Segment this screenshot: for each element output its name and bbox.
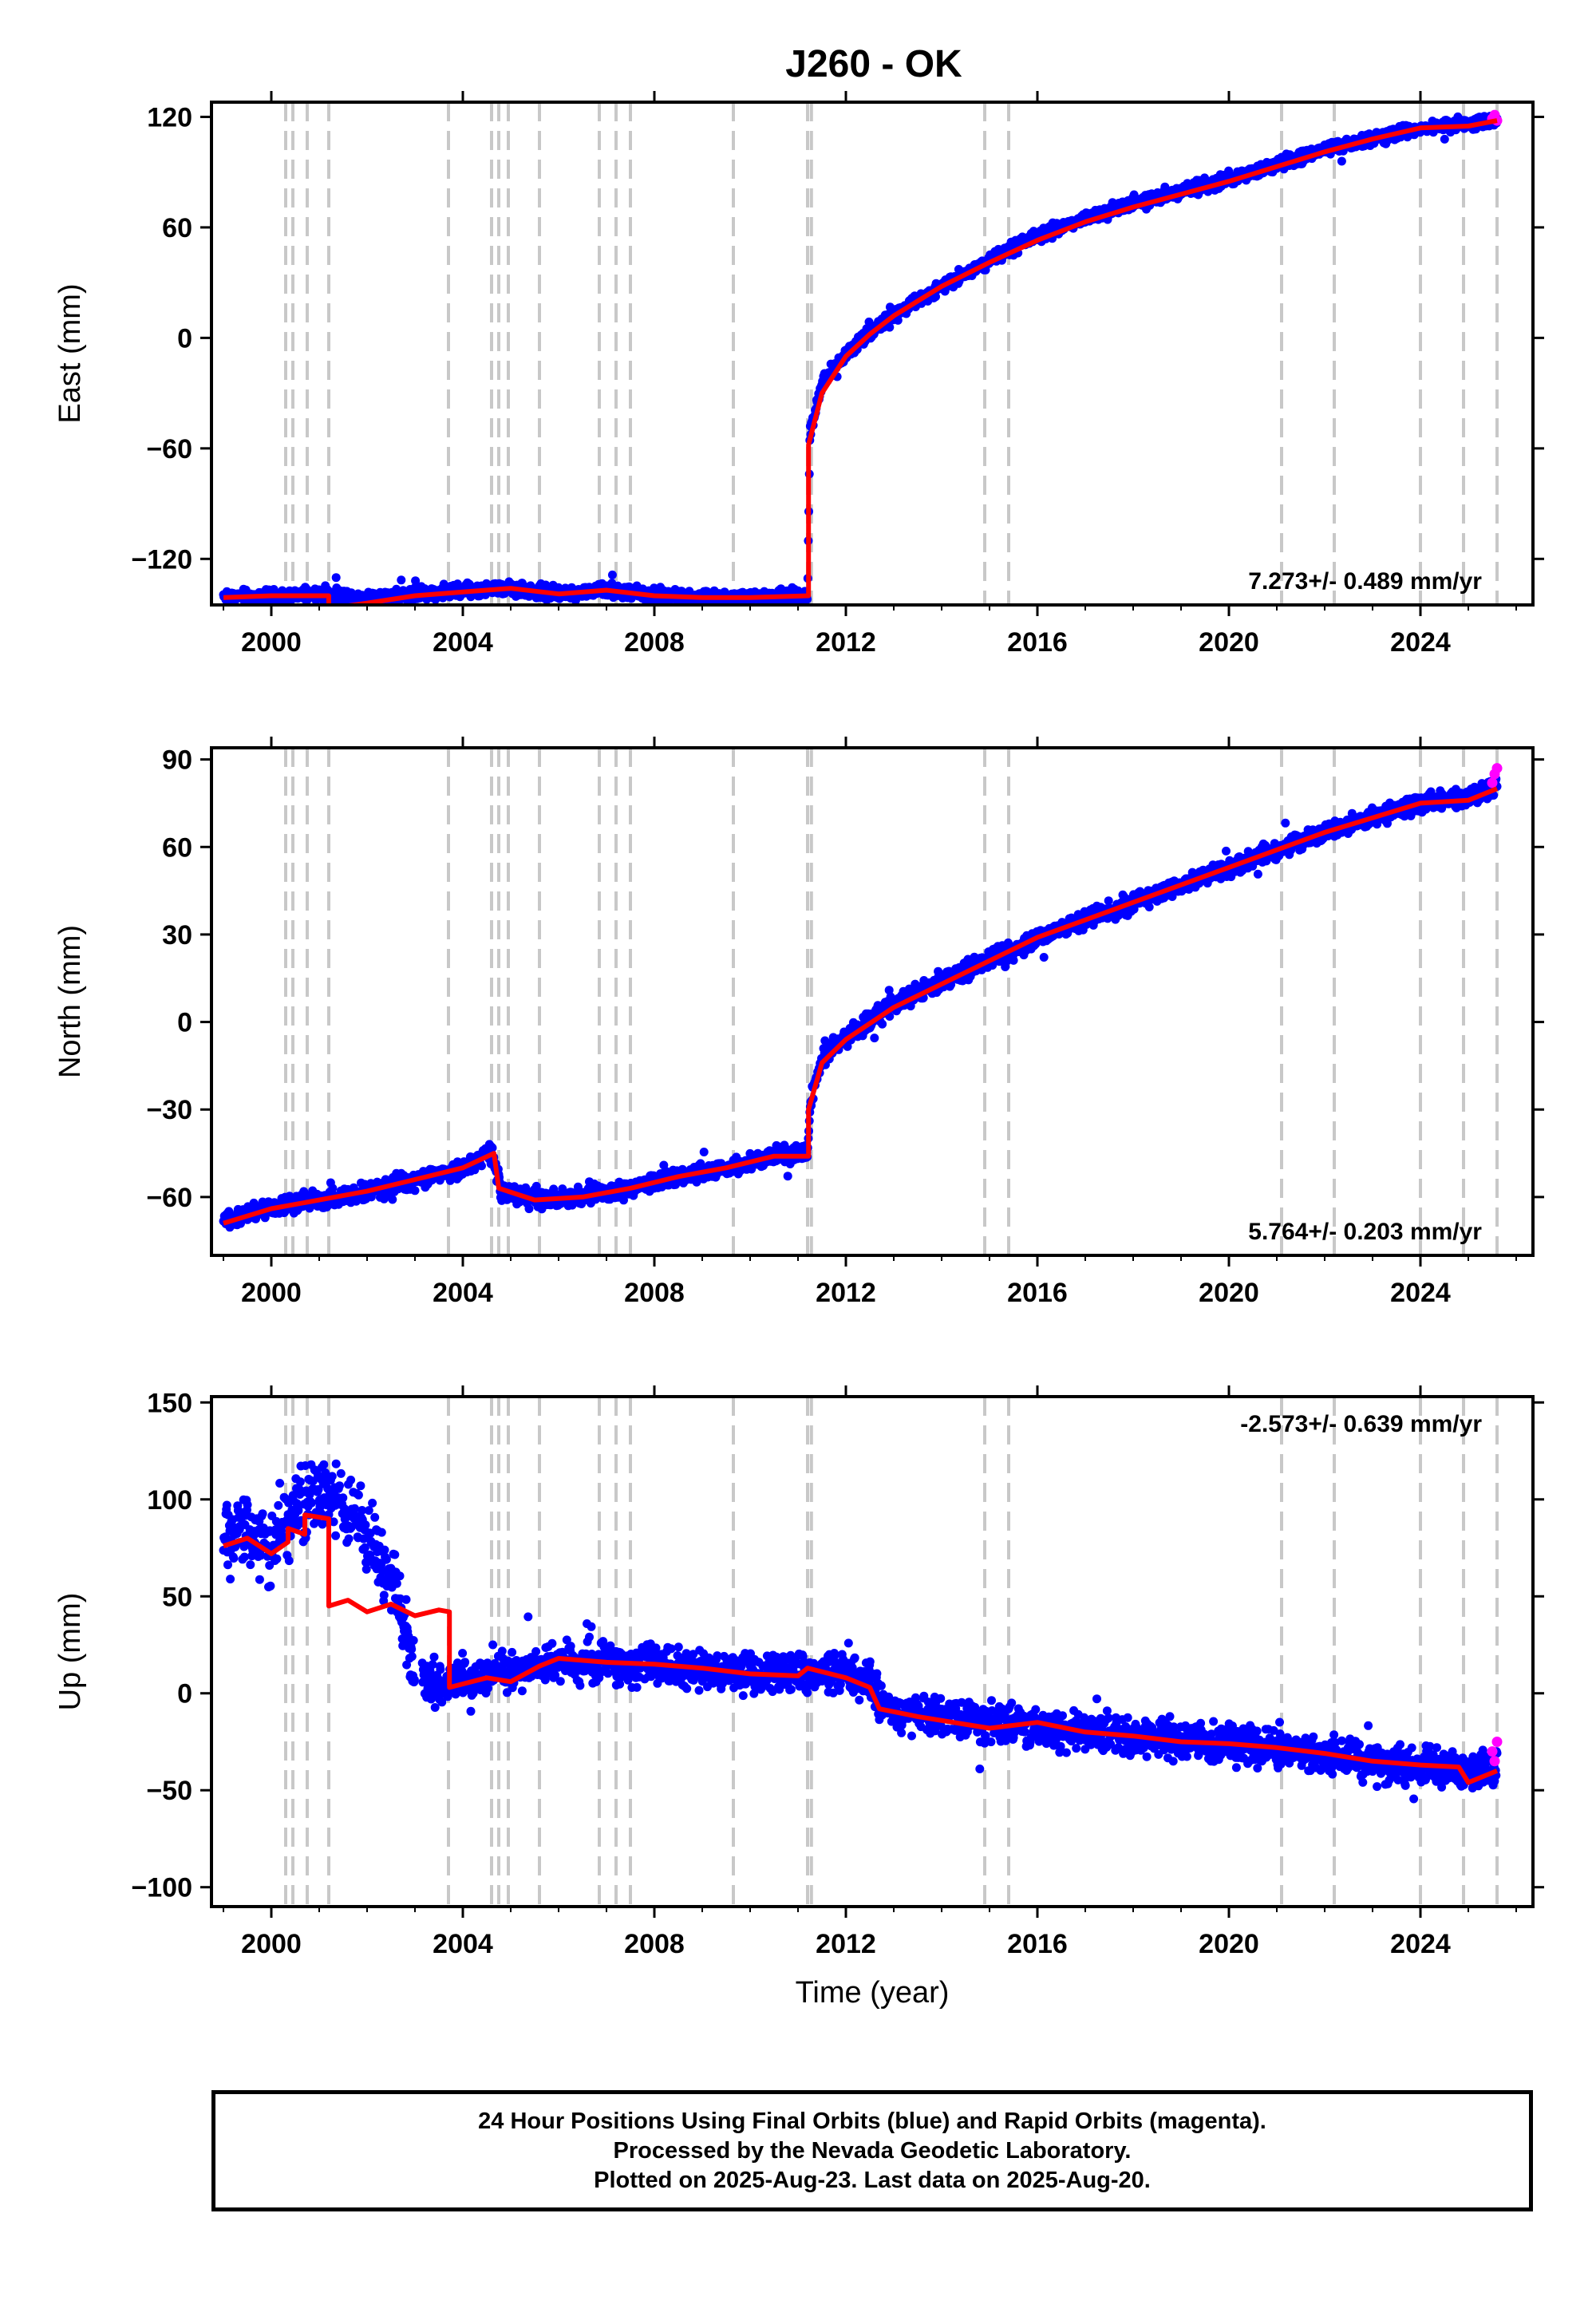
final-orbit-point	[931, 292, 940, 302]
x-tick-label: 2004	[433, 627, 493, 658]
final-orbit-point	[870, 1034, 879, 1043]
panels: −120 −60 0 60 120 2000 2004 2008 2012 2016 2020 202…	[53, 91, 1544, 2010]
x-tick-label: 2012	[816, 627, 876, 658]
final-orbit-point	[477, 1161, 486, 1171]
final-orbit-point	[379, 607, 388, 615]
y-axis-label: East (mm)	[53, 283, 87, 423]
final-orbit-point	[524, 1204, 534, 1214]
final-orbit-point	[885, 322, 895, 332]
plot-area	[219, 763, 1503, 1232]
rate-label: 7.273+/- 0.489 mm/yr	[1248, 568, 1482, 595]
final-orbit-point	[640, 607, 649, 615]
final-orbit-point	[331, 573, 341, 583]
final-orbit-point	[328, 1184, 338, 1193]
final-orbit-point	[619, 1196, 628, 1205]
final-orbit-point	[261, 607, 270, 616]
final-orbit-point	[397, 575, 406, 585]
final-orbit-point	[1253, 869, 1262, 879]
figure-title: J260 - OK	[785, 43, 962, 85]
final-orbit-point	[531, 1181, 541, 1191]
final-orbit-point	[884, 986, 894, 995]
final-orbit-point	[411, 576, 421, 586]
final-orbit-point	[388, 1195, 397, 1204]
final-orbit-point	[783, 1172, 792, 1181]
panel-frame	[210, 101, 1535, 607]
y-tick-label: 120	[147, 102, 192, 132]
x-tick-label: 2020	[1199, 627, 1259, 658]
final-orbit-point	[1009, 955, 1018, 965]
final-orbit-point	[410, 1186, 420, 1196]
x-tick-label: 2008	[624, 627, 685, 658]
final-orbit-point	[1144, 903, 1154, 911]
x-tick-label: 2000	[241, 627, 302, 658]
final-orbit-point	[488, 1143, 497, 1152]
final-orbit-point	[1281, 818, 1290, 828]
panel-east: −120 −60 0 60 120 2000 2004 2008 2012 2016 2020 202…	[53, 91, 1544, 658]
series-final-orbits	[219, 112, 1502, 616]
final-orbit-point	[843, 1041, 852, 1051]
final-orbit-point	[337, 607, 346, 615]
final-orbit-point	[607, 570, 617, 579]
y-tick-label: 60	[162, 213, 192, 243]
final-orbit-point	[1104, 896, 1113, 906]
equipment-change-lines	[284, 102, 1499, 605]
plot-area	[219, 109, 1503, 616]
final-orbit-point	[1222, 846, 1231, 856]
y-tick-label: 0	[177, 323, 192, 354]
series-final-orbits	[219, 774, 1502, 1232]
x-tick-label: 2016	[1007, 627, 1068, 658]
y-tick-label: −120	[131, 544, 192, 575]
final-orbit-point	[878, 1019, 887, 1029]
final-orbit-point	[1440, 134, 1449, 144]
final-orbit-point	[1337, 156, 1346, 166]
final-orbit-point	[1039, 953, 1049, 962]
model-line	[223, 118, 1498, 605]
y-tick-label: −60	[146, 434, 192, 464]
x-tick-label: 2024	[1390, 627, 1451, 658]
final-orbit-point	[699, 1148, 709, 1156]
